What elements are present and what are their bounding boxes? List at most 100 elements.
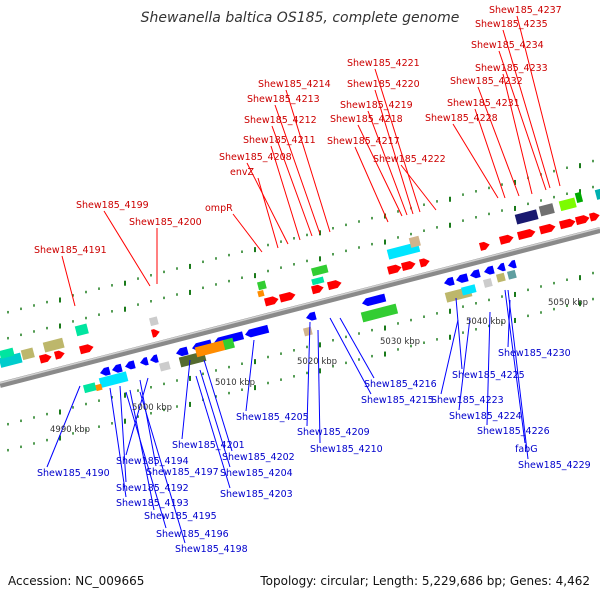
- leader-line-top: [357, 124, 403, 217]
- feature-box: [506, 269, 517, 280]
- gene-label-bottom: fabG: [515, 444, 538, 455]
- gene-arrow-shape: [386, 264, 402, 275]
- gene-label-top: Shew185_4232: [450, 76, 523, 87]
- gene-arrow-shape: [588, 212, 600, 222]
- feature-box-shape: [42, 337, 65, 353]
- gene-arrow-shape: [538, 223, 556, 235]
- gene-arrow: [444, 276, 455, 286]
- gene-label-top: envZ: [230, 167, 254, 178]
- gene-arrow-shape: [150, 354, 159, 363]
- leader-line-bottom: [129, 389, 155, 511]
- accession-text: Accession: NC_009665: [8, 574, 145, 588]
- gene-arrow-shape: [326, 280, 342, 291]
- leader-line-bottom: [504, 289, 526, 444]
- gene-label-top: Shew185_4219: [340, 100, 413, 111]
- feature-box: [194, 340, 227, 358]
- leader-line-bottom: [119, 385, 127, 483]
- feature-box-shape: [0, 347, 15, 359]
- feature-box: [0, 347, 15, 359]
- feature-box-shape: [360, 303, 399, 323]
- feature-box: [514, 209, 539, 225]
- leader-line-bottom: [109, 387, 127, 498]
- feature-box-shape: [82, 382, 97, 394]
- gene-arrow: [362, 293, 387, 307]
- gene-arrow-shape: [508, 259, 517, 269]
- genome-backbone: [0, 227, 600, 388]
- feature-box-shape: [495, 272, 506, 283]
- gene-arrow: [400, 261, 416, 272]
- leader-line-top: [474, 108, 506, 199]
- gene-arrow: [306, 311, 317, 321]
- gene-arrow: [78, 344, 94, 355]
- feature-box: [20, 347, 35, 361]
- gene-label-top: Shew185_4200: [129, 217, 202, 228]
- feature-box: [594, 188, 600, 200]
- gene-arrow-shape: [362, 293, 387, 307]
- gene-label-top: Shew185_4212: [244, 115, 317, 126]
- gene-label-bottom: Shew185_4230: [498, 348, 571, 359]
- gene-label-bottom: Shew185_4224: [449, 411, 522, 422]
- gene-arrow: [386, 264, 402, 275]
- leader-line-top: [274, 104, 321, 235]
- leader-line-top: [498, 50, 547, 191]
- gene-label-bottom: Shew185_4216: [364, 379, 437, 390]
- leader-line-top: [271, 125, 313, 237]
- leader-line-bottom: [46, 385, 81, 468]
- feature-box-shape: [594, 188, 600, 200]
- gene-label-top: Shew185_4191: [34, 245, 107, 256]
- leader-line-bottom: [125, 391, 167, 529]
- leader-line-top: [400, 164, 437, 211]
- leader-line-top: [477, 86, 520, 197]
- label-leader-lines: [46, 15, 561, 544]
- feature-box-shape: [302, 326, 313, 337]
- kbp-label: 5030 kbp: [380, 337, 420, 347]
- gene-label-bottom: Shew185_4192: [116, 483, 189, 494]
- leader-line-bottom: [203, 359, 233, 452]
- gene-arrow: [150, 354, 159, 363]
- leader-line-top: [374, 89, 414, 215]
- genome-backbone-highlight: [0, 227, 600, 384]
- feature-box: [460, 284, 477, 296]
- kbp-label: 5020 kbp: [297, 357, 337, 367]
- gene-label-top: Shew185_4233: [475, 63, 548, 74]
- gene-arrow: [497, 262, 506, 272]
- gene-label-top: Shew185_4235: [475, 19, 548, 30]
- leader-line-top: [232, 213, 263, 253]
- feature-box: [310, 264, 329, 277]
- leader-line-top: [61, 255, 76, 307]
- gene-arrow-shape: [444, 276, 455, 286]
- feature-box: [302, 326, 313, 337]
- gene-arrow: [150, 329, 160, 338]
- leader-line-bottom: [195, 375, 231, 489]
- leader-line-bottom: [329, 317, 372, 395]
- feature-box-shape: [574, 191, 584, 204]
- leader-line-top: [374, 68, 421, 213]
- leader-line-top: [502, 73, 533, 195]
- gene-label-bottom: Shew185_4194: [116, 456, 189, 467]
- gene-label-bottom: Shew185_4223: [431, 395, 504, 406]
- feature-box-shape: [460, 284, 477, 296]
- feature-box-shape: [310, 264, 329, 277]
- gene-arrow: [140, 356, 149, 366]
- leader-line-top: [516, 15, 561, 187]
- leader-line-bottom: [306, 321, 311, 427]
- gene-arrow-shape: [470, 269, 481, 279]
- gene-arrow: [418, 258, 430, 268]
- feature-box: [256, 280, 267, 291]
- feature-box: [148, 316, 159, 327]
- map-title: Shewanella baltica OS185, complete genom…: [140, 10, 460, 26]
- gene-label-top: Shew185_4218: [330, 114, 403, 125]
- gene-arrow-shape: [150, 329, 160, 338]
- feature-tracks: [0, 188, 600, 394]
- feature-box: [222, 337, 235, 350]
- gene-arrow: [176, 346, 189, 357]
- gene-label-top: Shew185_4221: [347, 58, 420, 69]
- gene-arrow-shape: [478, 241, 490, 251]
- leader-line-bottom: [139, 391, 186, 544]
- gene-label-bottom: Shew185_4196: [156, 529, 229, 540]
- gene-label-top: Shew185_4222: [373, 154, 446, 165]
- gene-arrow: [310, 284, 324, 295]
- feature-box-shape: [256, 280, 267, 291]
- gene-label-bottom: Shew185_4209: [297, 427, 370, 438]
- leader-line-top: [103, 210, 151, 287]
